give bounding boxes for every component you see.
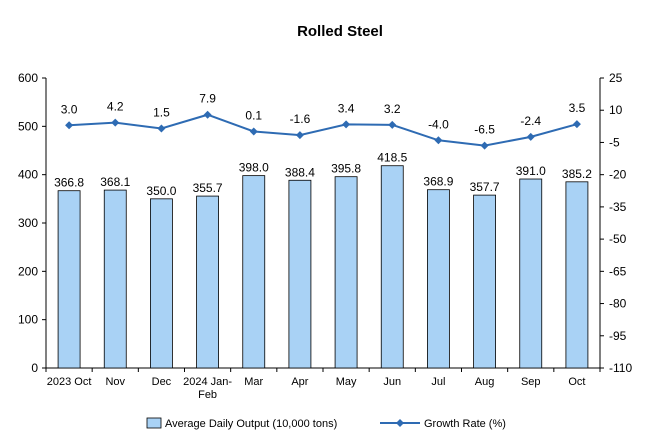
bar xyxy=(565,181,589,369)
growth-point xyxy=(342,120,351,129)
x-tick-label: Sep xyxy=(521,376,541,388)
x-tick-label: Aug xyxy=(475,376,495,388)
bar-value-label: 357.7 xyxy=(470,180,500,194)
bar-value-label: 391.0 xyxy=(516,164,546,178)
bar xyxy=(380,165,404,369)
growth-point xyxy=(388,120,397,129)
left-tick-label: 100 xyxy=(18,313,38,327)
bar xyxy=(150,198,173,369)
growth-point xyxy=(572,120,581,129)
chart-title: Rolled Steel xyxy=(297,23,383,40)
bar-value-label: 366.8 xyxy=(54,176,84,190)
growth-value-label: 1.5 xyxy=(153,105,170,119)
growth-value-label: 7.9 xyxy=(199,92,216,106)
growth-value-label: -6.5 xyxy=(474,123,495,137)
bar xyxy=(196,195,219,369)
bar xyxy=(57,190,81,369)
left-tick-label: 200 xyxy=(18,264,38,278)
bar-value-label: 350.0 xyxy=(146,184,176,198)
growth-value-label: 0.1 xyxy=(245,108,262,122)
growth-value-label: 3.4 xyxy=(338,101,355,115)
bar xyxy=(427,189,450,369)
growth-value-label: 4.2 xyxy=(107,100,124,114)
growth-point xyxy=(203,110,212,119)
right-tick-label: -95 xyxy=(609,329,627,343)
right-tick-label: -50 xyxy=(609,232,627,246)
x-tick-label: Mar xyxy=(244,376,263,388)
legend-label-output: Average Daily Output (10,000 tons) xyxy=(165,418,337,430)
left-tick-label: 400 xyxy=(18,168,38,182)
growth-value-label: 3.0 xyxy=(61,102,78,116)
x-tick-label: Dec xyxy=(152,376,172,388)
bar-value-label: 355.7 xyxy=(193,181,223,195)
plot-area: 0 100 200 300 400 500 600 -110 -95 -80 -65 -50 -35 -2… xyxy=(18,71,632,401)
growth-point xyxy=(480,141,489,150)
x-tick-label: Jun xyxy=(383,376,401,388)
growth-value-label: -1.6 xyxy=(290,112,311,126)
bar-value-label: 385.2 xyxy=(562,167,592,181)
growth-value-label: 3.2 xyxy=(384,102,401,116)
growth-point xyxy=(157,124,166,133)
growth-line xyxy=(69,113,578,147)
legend-swatch-bar xyxy=(146,417,162,429)
growth-point xyxy=(526,132,535,141)
left-tick-label: 500 xyxy=(18,119,38,133)
growth-point xyxy=(434,136,443,145)
left-tick-label: 600 xyxy=(18,71,38,85)
bar xyxy=(473,194,496,369)
bar-value-label: 368.1 xyxy=(100,175,130,189)
legend-label-growth: Growth Rate (%) xyxy=(424,418,506,430)
bar-value-label: 418.5 xyxy=(377,151,407,165)
bar xyxy=(519,178,543,369)
legend: Average Daily Output (10,000 tons) Growt… xyxy=(146,417,506,430)
right-tick-label: -65 xyxy=(609,264,627,278)
right-tick-label: 25 xyxy=(609,71,623,85)
x-tick-label: May xyxy=(336,376,357,388)
growth-point xyxy=(249,127,258,136)
growth-value-label: -4.0 xyxy=(428,117,449,131)
x-tick-label: Jul xyxy=(431,376,445,388)
bar-value-label: 395.8 xyxy=(331,162,361,176)
bar xyxy=(103,189,127,369)
right-tick-label: -35 xyxy=(609,200,627,214)
bar xyxy=(288,179,312,369)
x-tick-label: 2023 Oct xyxy=(47,376,92,388)
x-tick-label: Apr xyxy=(291,376,308,388)
bar-value-label: 398.0 xyxy=(239,161,269,175)
left-tick-label: 0 xyxy=(31,361,38,375)
left-tick-label: 300 xyxy=(18,216,38,230)
bar-value-label: 388.4 xyxy=(285,165,315,179)
growth-point xyxy=(295,131,304,140)
x-tick-label: Oct xyxy=(568,376,585,388)
legend-marker xyxy=(396,419,404,427)
right-tick-label: -80 xyxy=(609,297,627,311)
bar-value-label: 368.9 xyxy=(423,175,453,189)
growth-point xyxy=(111,118,120,127)
right-tick-label: -110 xyxy=(609,361,632,375)
bar xyxy=(334,176,358,369)
right-tick-label: -20 xyxy=(609,168,627,182)
growth-value-label: 3.5 xyxy=(569,101,586,115)
x-tick-label: 2024 Jan-Feb xyxy=(183,376,232,401)
growth-point xyxy=(65,121,74,130)
right-tick-label: -5 xyxy=(609,135,620,149)
growth-value-label: -2.4 xyxy=(520,114,541,128)
bar xyxy=(242,175,266,369)
right-tick-label: 10 xyxy=(609,103,623,117)
x-tick-label: Nov xyxy=(105,376,125,388)
